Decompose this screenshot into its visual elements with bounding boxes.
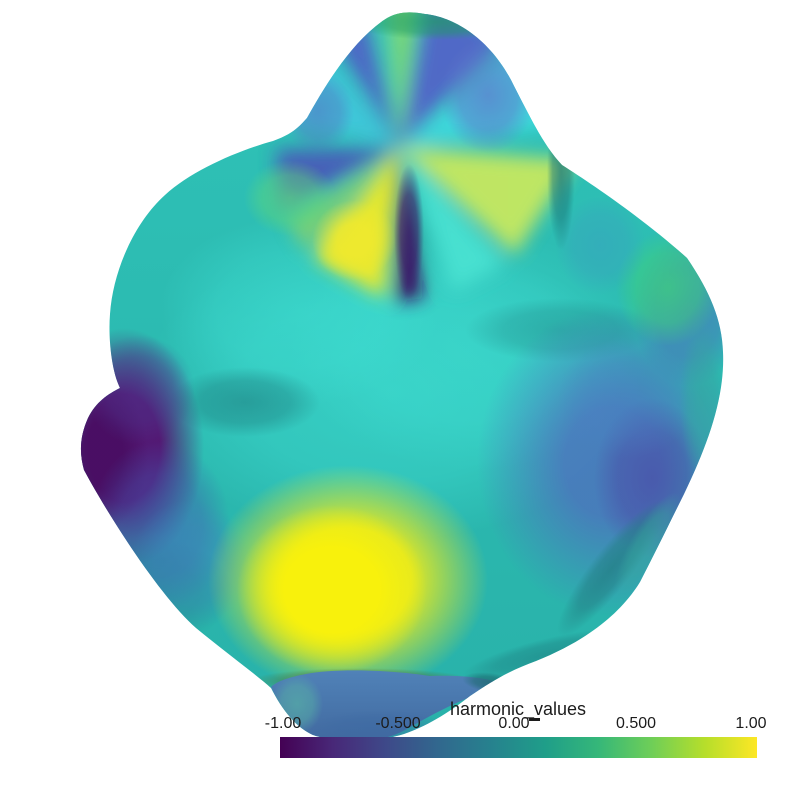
scalar-bar-tick-label: 1.00 [735,715,767,732]
surface-yellow-patch [208,465,488,695]
scalar-bar-tick-label: 0.00 [498,715,530,732]
surface-ring-crest [244,160,424,300]
scalar-bar-tick-label: -0.500 [375,715,421,732]
scalar-bar-tick-label: -1.00 [264,715,302,732]
scalar-bar-tick-mark [529,718,540,721]
colorbar-gradient [280,737,757,758]
scalar-bar-tick-label: 0.500 [615,715,657,732]
scalar-bar-title: harmonic_values [449,699,587,719]
